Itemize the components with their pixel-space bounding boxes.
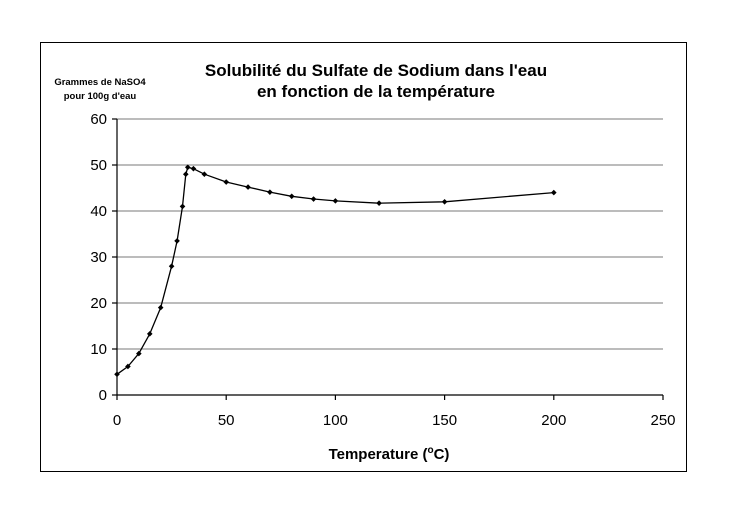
solubility-chart: 0 10 20 30 40 50 60 0 50 100 150 200 250 Solubilité … <box>54 61 675 463</box>
x-tick-label-250: 250 <box>650 412 675 429</box>
data-point-25 <box>168 263 175 269</box>
data-point-31.5 <box>182 171 189 177</box>
tick-labels: 0 10 20 30 40 50 60 0 50 100 150 200 250 <box>90 111 675 429</box>
x-tick-label-50: 50 <box>218 412 235 429</box>
y-tick-label-30: 30 <box>90 249 107 266</box>
data-point-120 <box>376 200 382 206</box>
data-point-60 <box>245 184 251 190</box>
data-point-0 <box>114 371 120 378</box>
data-point-30 <box>179 203 186 210</box>
gridlines <box>117 118 663 350</box>
data-point-27.5 <box>174 238 180 244</box>
data-series <box>114 164 557 378</box>
y-tick-label-10: 10 <box>90 341 107 358</box>
data-point-10 <box>136 350 142 357</box>
data-point-40 <box>201 171 208 177</box>
chart-frame: 0 10 20 30 40 50 60 0 50 100 150 200 250 Solubilité … <box>40 42 687 472</box>
y-axis-label-line-1: Grammes de NaSO4 <box>54 77 146 88</box>
x-tick-label-100: 100 <box>323 412 348 429</box>
y-tick-label-0: 0 <box>99 387 107 404</box>
data-point-15 <box>146 331 153 337</box>
x-tick-label-200: 200 <box>541 412 566 429</box>
data-point-20 <box>157 304 164 311</box>
x-axis-label-text: Temperature ( <box>329 446 428 463</box>
y-tick-label-20: 20 <box>90 295 107 312</box>
y-tick-label-40: 40 <box>90 203 107 220</box>
y-tick-label-50: 50 <box>90 157 107 174</box>
data-point-70 <box>267 189 273 195</box>
x-tick-label-150: 150 <box>432 412 457 429</box>
data-point-100 <box>332 198 339 204</box>
data-point-90 <box>310 196 317 202</box>
data-point-50 <box>223 179 229 185</box>
x-tick-label-0: 0 <box>113 412 121 429</box>
data-point-35 <box>190 165 197 172</box>
chart-title-line-1: Solubilité du Sulfate de Sodium dans l'e… <box>205 61 547 80</box>
y-tick-label-60: 60 <box>90 111 107 128</box>
data-point-200 <box>551 189 557 196</box>
x-axis-label-degree: o <box>427 445 433 456</box>
data-point-150 <box>441 199 448 205</box>
y-axis-label-line-2: pour 100g d'eau <box>64 91 137 102</box>
data-point-80 <box>288 193 295 200</box>
x-axis-label-unit: C) <box>434 446 450 463</box>
x-axis-label: Temperature (oC) <box>329 445 450 463</box>
chart-title-line-2: en fonction de la température <box>257 82 495 101</box>
